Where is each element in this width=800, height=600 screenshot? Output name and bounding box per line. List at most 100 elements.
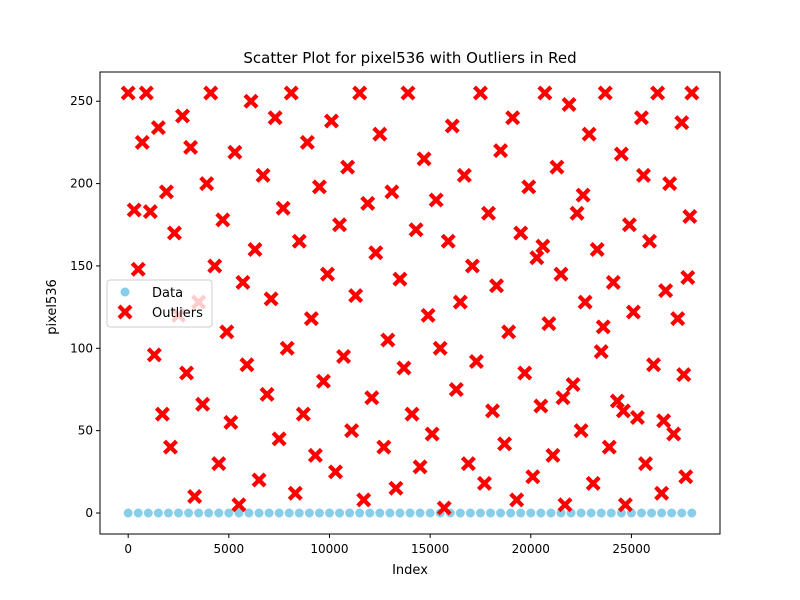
axes-frame xyxy=(99,71,721,535)
outlier-point xyxy=(593,344,609,360)
outlier-point xyxy=(684,85,700,101)
outlier-point xyxy=(529,250,545,266)
data-point xyxy=(395,508,405,518)
outlier-point xyxy=(633,110,649,126)
data-point xyxy=(284,508,294,518)
outlier-point xyxy=(283,85,299,101)
outlier-point xyxy=(408,222,424,238)
outlier-point xyxy=(525,469,541,485)
outlier-point xyxy=(275,200,291,216)
outlier-point xyxy=(199,176,215,192)
data-point xyxy=(204,508,214,518)
outlier-point xyxy=(319,266,335,282)
outlier-point xyxy=(126,202,142,218)
x-axis-ticks: 0 5000 10000 15000 20000 25000 xyxy=(124,534,651,556)
data-point xyxy=(234,508,244,518)
outlier-point xyxy=(432,340,448,356)
data-point xyxy=(667,508,677,518)
data-point xyxy=(123,508,133,518)
plot-area xyxy=(99,71,721,535)
outlier-point xyxy=(340,159,356,175)
series-outliers xyxy=(120,85,700,516)
outlier-point xyxy=(533,398,549,414)
outlier-point xyxy=(271,431,287,447)
data-point xyxy=(314,508,324,518)
outlier-point xyxy=(575,187,591,203)
data-point xyxy=(465,508,475,518)
legend-data-marker xyxy=(120,287,130,297)
outlier-point xyxy=(146,347,162,363)
outlier-point xyxy=(682,209,698,225)
outlier-point xyxy=(597,85,613,101)
data-point xyxy=(496,508,506,518)
outlier-point xyxy=(555,390,571,406)
outlier-point xyxy=(223,414,239,430)
outlier-point xyxy=(654,485,670,501)
outlier-point xyxy=(416,151,432,167)
outlier-point xyxy=(207,258,223,274)
data-point xyxy=(345,508,355,518)
outlier-point xyxy=(460,456,476,472)
outlier-point xyxy=(134,134,150,150)
outlier-point xyxy=(561,97,577,113)
outlier-point xyxy=(211,456,227,472)
outlier-point xyxy=(497,436,513,452)
data-point xyxy=(475,508,485,518)
outlier-point xyxy=(396,360,412,376)
outlier-point xyxy=(215,212,231,228)
legend-outliers-label: Outliers xyxy=(152,306,203,321)
outlier-point xyxy=(573,423,589,439)
outlier-point xyxy=(299,134,315,150)
data-point xyxy=(616,508,626,518)
data-point xyxy=(486,508,496,518)
outlier-point xyxy=(235,274,251,290)
outlier-point xyxy=(537,85,553,101)
data-point xyxy=(657,508,667,518)
outlier-point xyxy=(368,245,384,261)
data-point xyxy=(274,508,284,518)
outlier-point xyxy=(468,353,484,369)
data-point xyxy=(606,508,616,518)
outlier-point xyxy=(259,386,275,402)
outlier-point xyxy=(412,459,428,475)
outlier-point xyxy=(615,403,631,419)
outlier-point xyxy=(565,377,581,393)
data-point xyxy=(244,508,254,518)
outlier-point xyxy=(352,85,368,101)
y-tick-label: 100 xyxy=(70,341,93,355)
outlier-point xyxy=(601,439,617,455)
data-point xyxy=(687,508,697,518)
outlier-point xyxy=(545,447,561,463)
outlier-point xyxy=(476,475,492,491)
legend-outliers-marker xyxy=(117,304,133,320)
data-point xyxy=(163,508,173,518)
y-tick-label: 250 xyxy=(70,94,93,108)
outlier-point xyxy=(517,365,533,381)
data-point xyxy=(677,508,687,518)
outlier-point xyxy=(263,291,279,307)
data-point xyxy=(294,508,304,518)
outlier-point xyxy=(658,283,674,299)
outlier-point xyxy=(348,288,364,304)
outlier-point xyxy=(509,492,525,508)
outlier-point xyxy=(247,241,263,257)
data-point xyxy=(516,508,526,518)
data-point xyxy=(546,508,556,518)
outlier-point xyxy=(179,365,195,381)
outlier-point xyxy=(162,439,178,455)
outlier-point xyxy=(666,426,682,442)
outlier-point xyxy=(452,294,468,310)
outlier-point xyxy=(676,367,692,383)
outlier-point xyxy=(485,403,501,419)
data-point xyxy=(576,508,586,518)
outlier-point xyxy=(440,233,456,249)
data-point xyxy=(304,508,314,518)
outlier-point xyxy=(448,381,464,397)
outlier-point xyxy=(195,396,211,412)
data-point xyxy=(324,508,334,518)
x-tick-label: 0 xyxy=(124,542,132,556)
outlier-point xyxy=(625,304,641,320)
outlier-point xyxy=(670,311,686,327)
data-point xyxy=(375,508,385,518)
